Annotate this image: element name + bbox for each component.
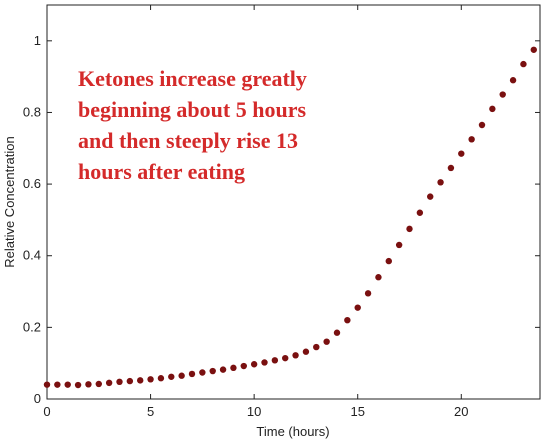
data-point [137,377,144,384]
data-point [74,381,82,389]
data-point [64,381,71,388]
annotation-line: beginning about 5 hours [78,97,306,122]
y-tick-label: 0 [34,391,41,406]
data-point [240,362,247,370]
data-point [188,370,196,378]
annotation-line: Ketones increase greatly [78,66,307,91]
y-tick-label: 0.6 [23,176,41,191]
data-point [313,343,320,351]
y-tick-label: 1 [34,33,41,48]
data-point [230,364,237,372]
data-point [178,372,185,379]
data-point [85,381,92,388]
data-point [427,193,434,200]
data-point [157,375,165,382]
data-point [395,241,403,249]
x-tick-label: 0 [43,404,50,419]
data-point [250,361,258,368]
data-point [105,379,113,387]
annotation-group: Ketones increase greatly beginning about … [78,66,307,184]
data-point [199,369,206,376]
data-point [468,136,475,143]
x-tick-label: 5 [147,404,154,419]
data-point [219,366,227,373]
data-point [364,290,372,297]
y-axis-label: Relative Concentration [2,136,17,268]
y-tick-label: 0.2 [23,319,41,334]
data-point [126,377,134,385]
data-point [344,317,351,324]
data-point [499,91,506,98]
data-point [406,225,413,233]
y-tick-label: 0.8 [23,104,41,119]
data-point [95,380,102,388]
data-point [302,348,310,355]
data-point [385,257,392,265]
data-point [292,352,299,359]
data-point [447,164,455,172]
data-point [530,46,537,53]
data-point [489,105,496,113]
data-point [437,179,444,186]
data-point [271,357,279,364]
data-point [520,60,527,68]
data-point [458,150,465,157]
x-axis-label: Time (hours) [256,424,329,439]
data-point [54,381,61,388]
data-point [375,274,382,281]
data-point [354,304,361,311]
data-point [282,354,289,362]
y-tick-label: 0.4 [23,248,41,263]
data-point [209,367,216,375]
plot-area-frame [46,4,541,400]
axes-group [46,4,541,400]
data-point [147,376,154,383]
data-point [116,378,123,386]
data-point [261,359,268,366]
data-point [168,373,175,380]
data-point [509,77,517,84]
data-points-group [43,46,537,389]
ticks-group: 0 5 10 15 20 0 0.2 0.4 0.6 0.8 1 [23,5,540,419]
data-point [478,121,486,129]
data-point [323,338,330,345]
data-point [416,209,424,216]
annotation-line: and then steeply rise 13 [78,128,298,153]
data-point [333,329,341,336]
data-point [43,381,51,388]
x-tick-label: 20 [454,404,468,419]
x-tick-label: 10 [247,404,261,419]
x-tick-label: 15 [350,404,364,419]
annotation-line: hours after eating [78,159,245,184]
